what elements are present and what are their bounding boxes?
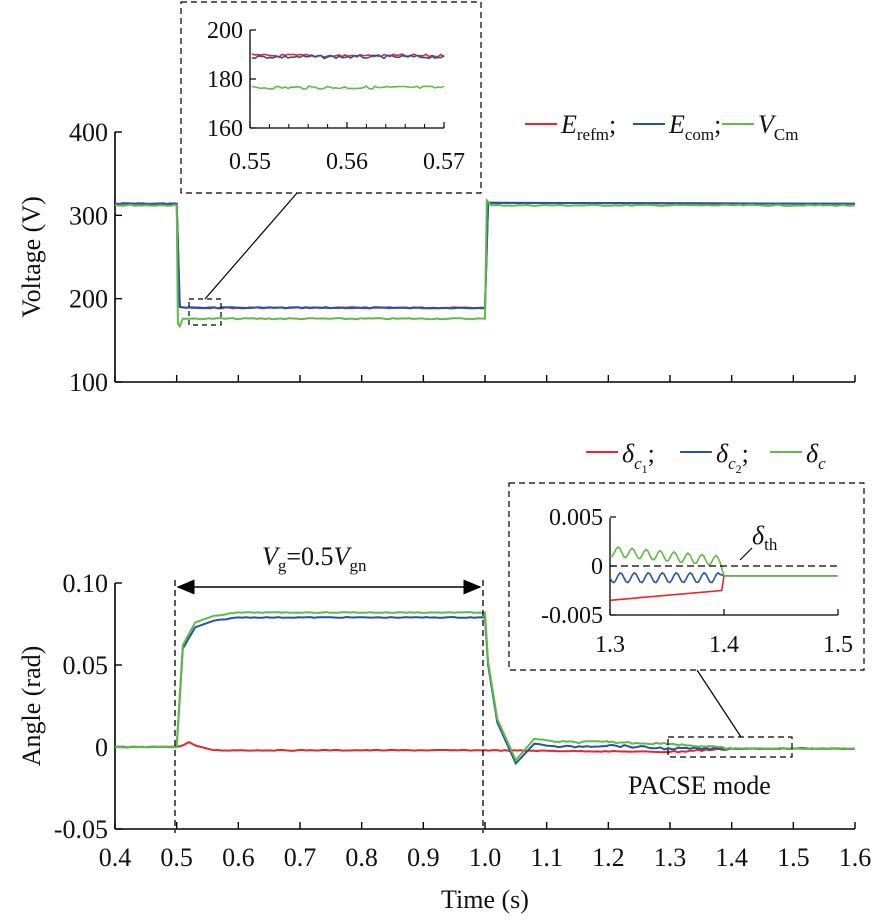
voltage-y-tick-label: 300 <box>69 201 108 230</box>
angle-legend-entry: δc1; <box>622 439 655 476</box>
angle-x-tick-label: 0.7 <box>284 843 317 872</box>
voltage-inset-frame <box>180 1 482 194</box>
pacse-mode-label: PACSE mode <box>628 771 771 800</box>
angle-inset-series-1 <box>609 571 838 584</box>
angle-inset-x-tick-label: 1.3 <box>595 632 625 658</box>
angle-x-tick-label: 0.5 <box>160 843 193 872</box>
pacse-zoom-connector <box>696 669 742 738</box>
voltage-inset-y-tick-label: 160 <box>207 116 243 142</box>
angle-x-tick-label: 1.1 <box>530 843 563 872</box>
angle-inset-y-tick-label: -0.005 <box>541 603 603 629</box>
threshold-label: δth <box>752 521 778 554</box>
voltage-zoom-box <box>188 298 222 326</box>
angle-y-tick-label: -0.05 <box>54 815 108 844</box>
angle-series-0 <box>114 740 855 754</box>
angle-inset-x-tick-label: 1.5 <box>823 632 853 658</box>
voltage-y-ticks: 100 200 300 400 <box>69 118 122 397</box>
voltage-zoom-connector <box>204 192 298 300</box>
angle-x-tick-label: 0.4 <box>99 843 132 872</box>
voltage-series <box>114 197 856 329</box>
angle-y-label: Angle (rad) <box>17 646 46 767</box>
voltage-legend-entry: VCm <box>758 110 798 144</box>
threshold-pointer <box>739 547 753 561</box>
angle-x-tick-label: 1.3 <box>654 843 687 872</box>
voltage-series-Ecom <box>114 201 856 310</box>
voltage-y-tick-label: 100 <box>69 368 108 397</box>
angle-inset-y-tick-label: 0 <box>591 554 603 580</box>
angle-inset-series <box>609 545 838 602</box>
angle-inset-series-2 <box>609 545 838 577</box>
pacse-zoom-box <box>667 736 793 758</box>
angle-legend: δc1; δc2; δc <box>586 439 826 476</box>
angle-x-tick-label: 1.2 <box>592 843 625 872</box>
voltage-inset: 160 180 200 0.55 0.56 0.57 <box>207 18 465 175</box>
angle-x-tick-label: 1.5 <box>777 843 810 872</box>
angle-y-ticks: -0.05 0 0.05 0.10 <box>54 569 122 844</box>
angle-inset-ticks: -0.005 0 0.005 1.3 1.4 1.5 <box>541 505 853 658</box>
angle-legend-entry: δc2; <box>716 439 749 476</box>
voltage-y-label: Voltage (V) <box>17 196 46 318</box>
angle-inset-y-tick-label: 0.005 <box>549 505 603 531</box>
voltage-y-tick-label: 400 <box>69 118 108 147</box>
angle-inset-x-tick-label: 1.4 <box>709 632 739 658</box>
angle-x-tick-label: 1.4 <box>715 843 748 872</box>
fault-span-label: Vg=0.5Vgn <box>262 542 367 575</box>
voltage-y-tick-label: 200 <box>69 285 108 314</box>
voltage-inset-series-Ecom <box>251 54 445 60</box>
voltage-panel: 100 200 300 400 Voltage (V) 160 180 200 0.55 0.… <box>17 1 856 397</box>
angle-panel: -0.05 0 0.05 0.10 0.4 0.5 0.6 0.7 0.8 0.9 1.0 1.1 1… <box>17 439 871 914</box>
angle-x-tick-label: 0.8 <box>345 843 378 872</box>
angle-inset: -0.005 0 0.005 1.3 1.4 1.5 δth <box>541 505 853 658</box>
voltage-legend-entry: Ecom; <box>668 110 721 144</box>
voltage-series-VCm <box>114 197 856 329</box>
angle-x-ticks: 0.4 0.5 0.6 0.7 0.8 0.9 1.0 1.1 1.2 1.3 1.4 1.5 1.6 <box>99 822 872 872</box>
voltage-legend: Erefm; Ecom; VCm <box>525 110 798 144</box>
angle-y-tick-label: 0 <box>95 733 108 762</box>
voltage-inset-x-tick-label: 0.55 <box>229 149 271 175</box>
voltage-inset-y-tick-label: 200 <box>207 18 243 44</box>
angle-x-tick-label: 0.6 <box>222 843 255 872</box>
angle-y-tick-label: 0.05 <box>63 651 109 680</box>
voltage-inset-y-tick-label: 180 <box>207 67 243 93</box>
angle-x-tick-label: 0.9 <box>407 843 440 872</box>
angle-x-tick-label: 1.0 <box>469 843 502 872</box>
angle-legend-entry: δc <box>806 439 826 473</box>
voltage-x-ticks <box>114 375 856 382</box>
voltage-inset-ticks: 160 180 200 0.55 0.56 0.57 <box>207 18 465 175</box>
time-x-label: Time (s) <box>441 885 529 914</box>
voltage-legend-entry: Erefm; <box>560 110 616 144</box>
voltage-inset-x-tick-label: 0.57 <box>423 149 465 175</box>
voltage-inset-x-tick-label: 0.56 <box>326 149 368 175</box>
angle-x-tick-label: 1.6 <box>839 843 872 872</box>
angle-y-tick-label: 0.10 <box>63 569 109 598</box>
voltage-inset-series-VCm <box>251 85 445 90</box>
voltage-inset-series <box>251 53 445 90</box>
